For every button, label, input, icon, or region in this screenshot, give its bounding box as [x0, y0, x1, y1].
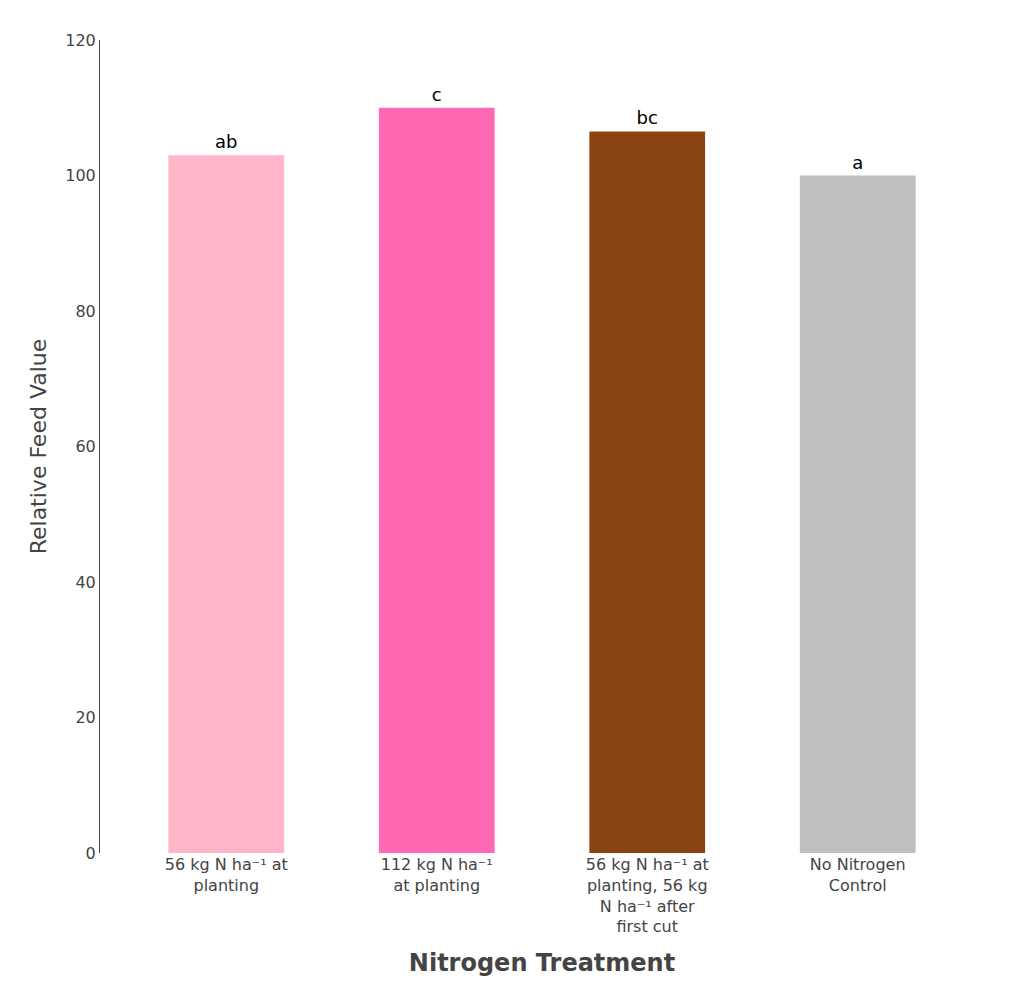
svg-text:bc: bc: [637, 107, 658, 128]
svg-text:56 kg N ha⁻¹ atplanting: 56 kg N ha⁻¹ atplanting: [165, 855, 288, 895]
svg-text:40: 40: [75, 573, 95, 592]
svg-text:20: 20: [75, 708, 95, 727]
svg-text:a: a: [852, 152, 863, 173]
svg-text:0: 0: [86, 844, 96, 863]
svg-text:ab: ab: [215, 131, 237, 152]
svg-text:c: c: [432, 84, 442, 105]
svg-text:No NitrogenControl: No NitrogenControl: [810, 855, 906, 895]
svg-text:80: 80: [75, 302, 95, 321]
svg-text:Relative Feed Value: Relative Feed Value: [26, 339, 51, 555]
svg-text:120: 120: [65, 31, 96, 50]
svg-text:60: 60: [75, 437, 95, 456]
svg-text:56 kg N ha⁻¹ atplanting, 56 kg: 56 kg N ha⁻¹ atplanting, 56 kgN ha⁻¹ aft…: [586, 855, 709, 936]
svg-text:112 kg N ha⁻¹at planting: 112 kg N ha⁻¹at planting: [381, 855, 493, 895]
svg-text:100: 100: [65, 166, 96, 185]
svg-text:Nitrogen Treatment: Nitrogen Treatment: [409, 949, 675, 977]
